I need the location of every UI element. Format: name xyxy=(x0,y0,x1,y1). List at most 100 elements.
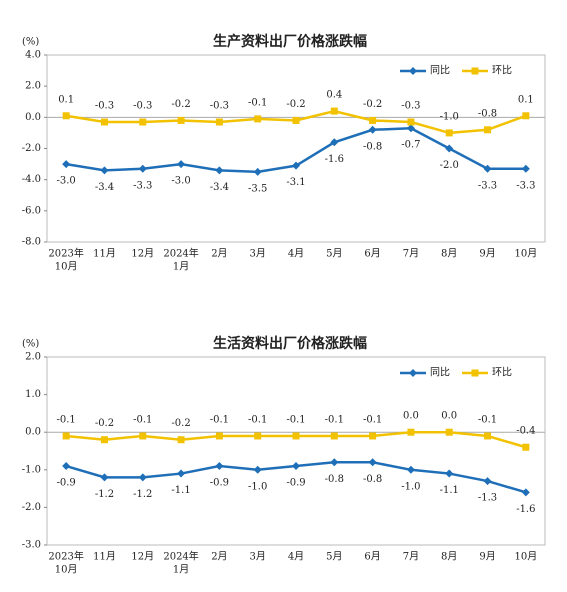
x-tick-label: 8月 xyxy=(441,551,457,563)
data-label: -0.1 xyxy=(325,414,344,425)
plot-frame xyxy=(46,54,546,243)
y-tick-label: -2.0 xyxy=(22,502,41,513)
data-label: -3.0 xyxy=(57,176,76,187)
data-label: -2.0 xyxy=(440,160,459,171)
data-label: -3.5 xyxy=(248,183,267,194)
x-tick-label: 5月 xyxy=(326,551,342,563)
x-tick-label: 9月 xyxy=(479,248,495,260)
x-tick-label: 2024年 xyxy=(163,550,198,563)
point xyxy=(100,473,109,482)
point xyxy=(330,432,338,440)
point xyxy=(521,488,530,497)
y-tick-label: -8.0 xyxy=(22,237,41,248)
y-tick-label: 4.0 xyxy=(25,50,41,61)
y-tick-label: 1.0 xyxy=(25,389,41,400)
x-tick-label: 8月 xyxy=(441,248,457,260)
point xyxy=(100,436,108,444)
point xyxy=(369,432,377,440)
point xyxy=(138,473,147,482)
point xyxy=(445,144,454,153)
chart-title: 生活资料出厂价格涨跌幅 xyxy=(213,335,367,352)
data-label: -1.6 xyxy=(325,154,344,165)
point xyxy=(100,118,108,126)
data-label: -0.1 xyxy=(248,97,267,108)
point xyxy=(253,167,262,176)
data-label: 0.1 xyxy=(58,94,74,105)
x-tick-label: 2月 xyxy=(211,248,227,260)
data-label: -0.3 xyxy=(133,101,152,112)
legend-label: 环比 xyxy=(492,65,512,77)
y-tick-label: -3.0 xyxy=(22,540,41,551)
point xyxy=(330,138,339,147)
data-label: -0.2 xyxy=(171,418,190,429)
x-tick-label: 2024年 xyxy=(163,247,198,260)
data-label: -0.2 xyxy=(363,99,382,110)
data-label: -0.1 xyxy=(133,414,152,425)
y-tick-label: 0.0 xyxy=(25,112,41,123)
point xyxy=(215,432,223,440)
data-label: 0.4 xyxy=(326,90,342,101)
x-tick-label: 11月 xyxy=(93,248,116,260)
point xyxy=(368,125,377,134)
point xyxy=(254,115,262,123)
data-label: -0.4 xyxy=(516,426,535,437)
data-label: -0.1 xyxy=(363,414,382,425)
data-label: 0.0 xyxy=(441,411,457,422)
point xyxy=(138,164,147,173)
y-axis-label: (%) xyxy=(22,37,39,48)
point xyxy=(407,118,415,126)
data-label: -3.3 xyxy=(133,180,152,191)
data-label: -0.8 xyxy=(478,108,497,119)
data-label: 0.1 xyxy=(518,94,534,105)
point xyxy=(215,118,223,126)
data-label: -3.3 xyxy=(478,180,497,191)
legend-label: 同比 xyxy=(430,65,450,77)
data-label: -0.8 xyxy=(363,141,382,152)
data-label: -0.1 xyxy=(57,414,76,425)
x-tick-label: 2023年 xyxy=(48,550,83,563)
x-tick-label: 9月 xyxy=(479,551,495,563)
point xyxy=(254,432,262,440)
data-label: -1.1 xyxy=(440,485,459,496)
point xyxy=(62,462,71,471)
point xyxy=(483,164,492,173)
point xyxy=(406,465,415,474)
point xyxy=(407,428,415,436)
data-label: -0.9 xyxy=(210,478,229,489)
x-tick-label: 1月 xyxy=(173,261,189,273)
point xyxy=(139,432,147,440)
point xyxy=(409,369,417,377)
point xyxy=(484,126,492,134)
point xyxy=(471,67,479,75)
x-tick-label: 3月 xyxy=(250,551,266,563)
data-label: 0.0 xyxy=(403,411,419,422)
x-tick-label: 3月 xyxy=(250,248,266,260)
point xyxy=(471,369,479,377)
point xyxy=(253,465,262,474)
data-label: -0.9 xyxy=(286,478,305,489)
data-label: -1.2 xyxy=(95,489,114,500)
point xyxy=(215,166,224,175)
data-label: -1.0 xyxy=(401,481,420,492)
y-axis-label: (%) xyxy=(22,339,39,350)
point xyxy=(406,124,415,133)
y-tick-label: -4.0 xyxy=(22,174,41,185)
data-label: -3.4 xyxy=(210,182,229,193)
x-tick-label: 10月 xyxy=(514,248,537,260)
x-tick-label: 10月 xyxy=(55,564,78,576)
data-label: -1.3 xyxy=(478,493,497,504)
point xyxy=(445,469,454,478)
x-tick-label: 10月 xyxy=(514,551,537,563)
data-label: -1.0 xyxy=(248,481,267,492)
point xyxy=(522,112,530,120)
point xyxy=(100,166,109,175)
data-label: -0.9 xyxy=(57,478,76,489)
data-label: -0.7 xyxy=(401,140,420,151)
data-label: -0.1 xyxy=(248,414,267,425)
point xyxy=(330,458,339,467)
x-tick-label: 2月 xyxy=(211,551,227,563)
chart-title: 生产资料出厂价格涨跌幅 xyxy=(213,33,367,50)
data-label: -0.2 xyxy=(286,99,305,110)
y-tick-label: -1.0 xyxy=(22,464,41,475)
